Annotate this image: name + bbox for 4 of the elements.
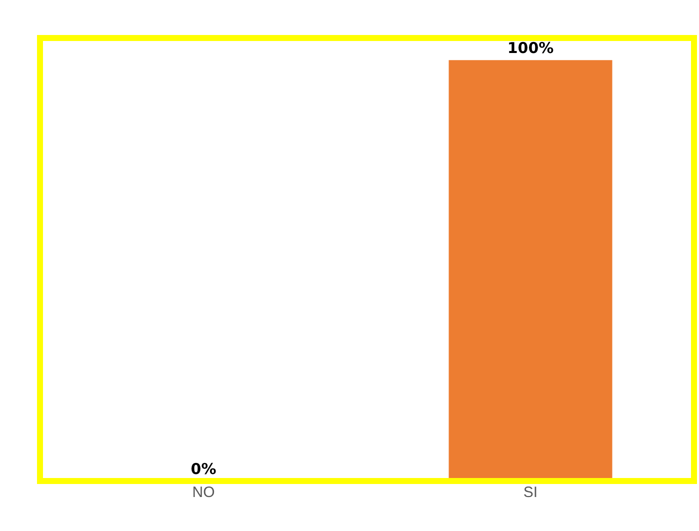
data-label: 0% <box>190 460 216 478</box>
x-tick-label: SI <box>523 484 538 501</box>
x-tick-label: NO <box>192 484 215 501</box>
data-label: 100% <box>507 39 554 58</box>
